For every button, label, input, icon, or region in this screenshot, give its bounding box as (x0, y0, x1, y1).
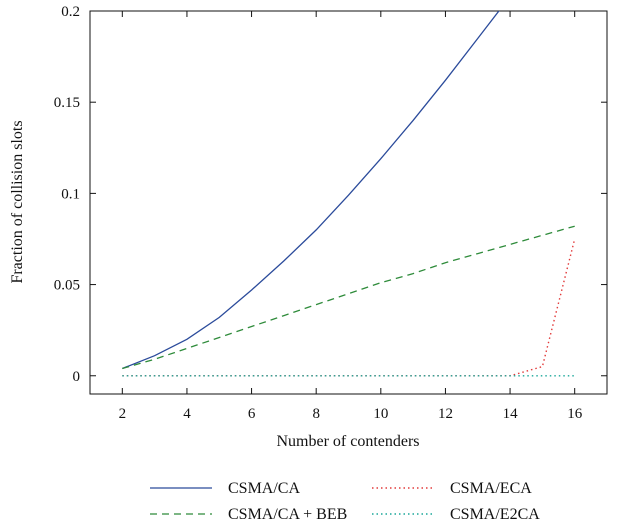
y-tick-label: 0.05 (54, 278, 80, 294)
x-tick-label: 12 (438, 406, 453, 422)
y-tick-label: 0 (73, 369, 81, 385)
x-tick-label: 4 (183, 406, 191, 422)
axis-ticks: 2 4 6 8 10 12 14 16 0 0.05 0.1 0.15 0.2 (54, 4, 607, 422)
x-tick-label: 8 (312, 406, 320, 422)
plot-frame (89, 10, 608, 395)
legend-label-3: CSMA/E2CA (450, 506, 540, 523)
legend-label-0: CSMA/CA (228, 480, 300, 497)
series-line-2 (122, 238, 576, 377)
legend-label-1: CSMA/CA + BEB (228, 506, 347, 523)
legend-label-2: CSMA/ECA (450, 480, 532, 497)
series-line-1 (122, 225, 575, 370)
x-tick-label: 16 (567, 406, 583, 422)
x-tick-label: 6 (248, 406, 256, 422)
series-line-0 (122, 11, 500, 370)
x-tick-label: 14 (503, 406, 519, 422)
legend: CSMA/CA CSMA/CA + BEB CSMA/ECA CSMA/E2CA (150, 480, 540, 523)
x-axis-label: Number of contenders (276, 433, 419, 450)
x-tick-label: 10 (373, 406, 388, 422)
y-tick-label: 0.1 (61, 186, 80, 202)
y-tick-label: 0.15 (54, 95, 80, 111)
y-tick-label: 0.2 (61, 4, 80, 20)
series-lines (122, 11, 576, 377)
y-axis-label: Fraction of collision slots (9, 120, 26, 283)
x-tick-label: 2 (119, 406, 127, 422)
